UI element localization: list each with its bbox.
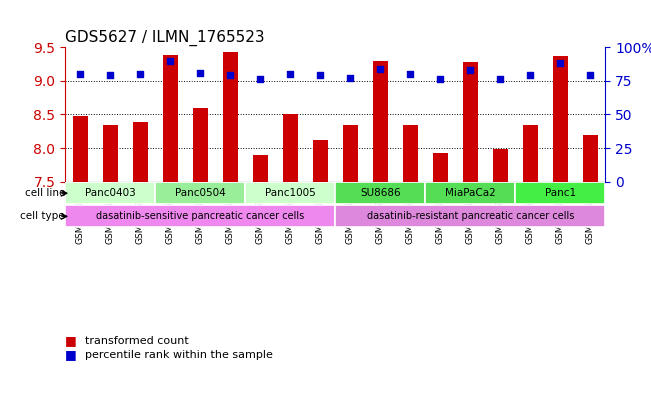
- Bar: [553, 56, 568, 182]
- FancyBboxPatch shape: [335, 182, 425, 204]
- Text: dasatinib-resistant pancreatic cancer cells: dasatinib-resistant pancreatic cancer ce…: [367, 211, 574, 221]
- Text: Panc0403: Panc0403: [85, 188, 135, 198]
- Bar: [523, 125, 538, 182]
- Point: [375, 66, 385, 72]
- Point: [525, 72, 536, 79]
- Point: [495, 76, 506, 83]
- Text: dasatinib-sensitive pancreatic cancer cells: dasatinib-sensitive pancreatic cancer ce…: [96, 211, 304, 221]
- Text: Panc0504: Panc0504: [175, 188, 225, 198]
- Point: [345, 75, 355, 81]
- Bar: [312, 140, 327, 182]
- Bar: [343, 125, 358, 182]
- Bar: [463, 62, 478, 182]
- Bar: [373, 61, 388, 182]
- FancyBboxPatch shape: [155, 182, 245, 204]
- Text: transformed count: transformed count: [85, 336, 188, 346]
- FancyBboxPatch shape: [516, 182, 605, 204]
- FancyBboxPatch shape: [335, 205, 605, 228]
- Point: [285, 71, 296, 77]
- Point: [465, 67, 475, 73]
- Point: [225, 72, 236, 79]
- Bar: [493, 149, 508, 182]
- Text: ■: ■: [65, 348, 77, 361]
- Point: [315, 72, 326, 79]
- Bar: [583, 135, 598, 182]
- Bar: [103, 125, 118, 182]
- FancyBboxPatch shape: [65, 182, 155, 204]
- Point: [75, 71, 85, 77]
- Point: [195, 70, 206, 76]
- Text: cell line: cell line: [25, 188, 65, 198]
- Point: [165, 57, 175, 64]
- Bar: [193, 108, 208, 182]
- Bar: [133, 123, 148, 182]
- Text: GDS5627 / ILMN_1765523: GDS5627 / ILMN_1765523: [65, 29, 265, 46]
- FancyBboxPatch shape: [425, 182, 516, 204]
- FancyBboxPatch shape: [65, 205, 335, 228]
- Bar: [163, 55, 178, 182]
- FancyBboxPatch shape: [245, 182, 335, 204]
- Point: [585, 72, 596, 79]
- Bar: [223, 52, 238, 182]
- Point: [105, 72, 115, 79]
- Bar: [403, 125, 418, 182]
- Bar: [73, 116, 88, 182]
- Text: SU8686: SU8686: [360, 188, 400, 198]
- Point: [405, 71, 415, 77]
- Text: percentile rank within the sample: percentile rank within the sample: [85, 350, 273, 360]
- Point: [135, 71, 145, 77]
- Bar: [253, 155, 268, 182]
- Point: [255, 76, 266, 83]
- Point: [435, 76, 445, 83]
- Text: ■: ■: [65, 334, 77, 347]
- Point: [555, 60, 566, 66]
- Text: Panc1: Panc1: [545, 188, 576, 198]
- Text: cell type: cell type: [20, 211, 65, 221]
- Text: Panc1005: Panc1005: [265, 188, 316, 198]
- Bar: [283, 114, 298, 182]
- Text: MiaPaCa2: MiaPaCa2: [445, 188, 495, 198]
- Bar: [433, 153, 448, 182]
